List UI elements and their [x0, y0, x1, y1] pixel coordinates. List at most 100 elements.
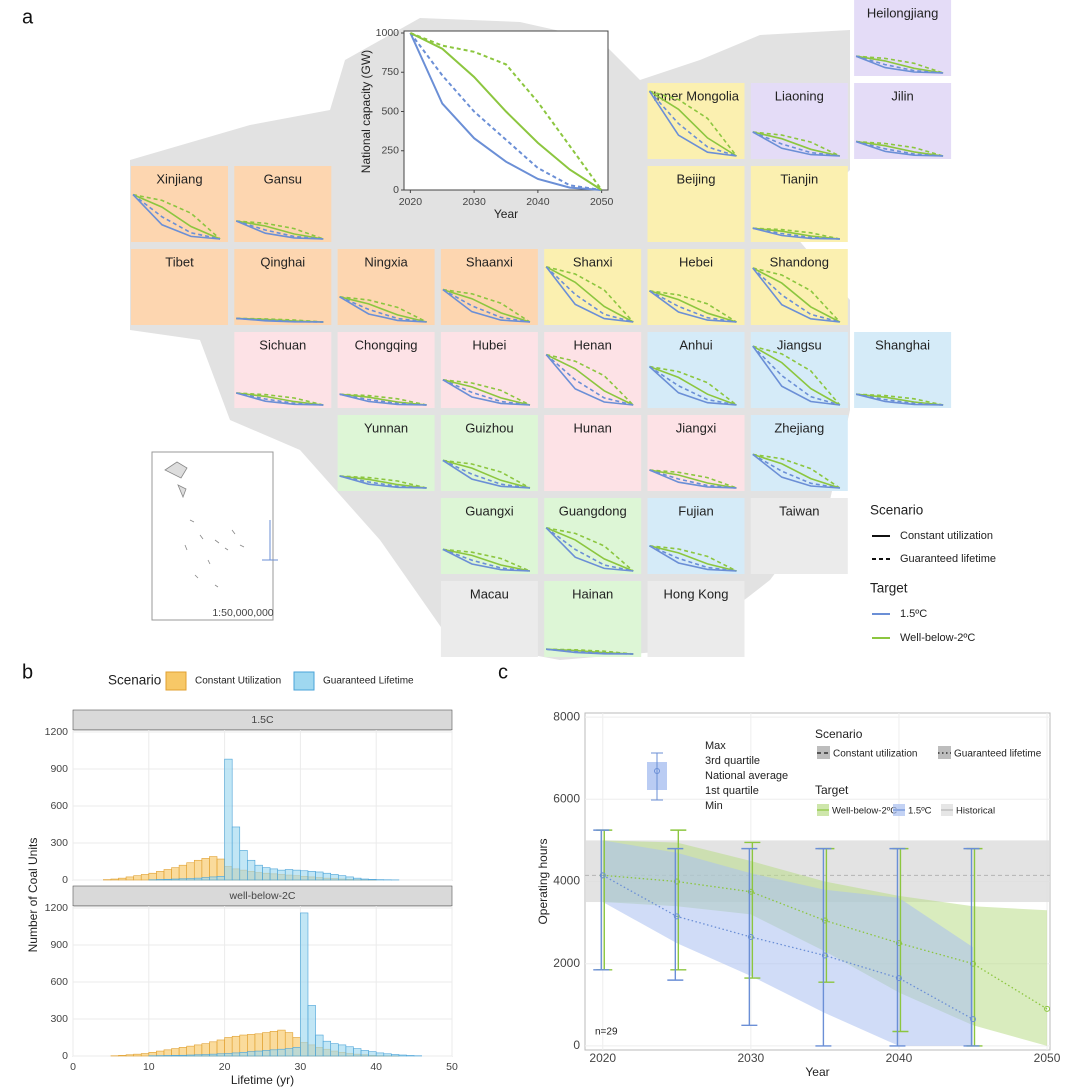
province-tile: Taiwan [750, 498, 848, 574]
histogram-bar [163, 869, 172, 881]
histogram-bar [178, 1047, 187, 1057]
y-axis-label: National capacity (GW) [359, 50, 373, 173]
province-tile: Henan [544, 332, 642, 408]
y-axis-label: Operating hours [536, 838, 550, 924]
province-tile: Tianjin [750, 166, 848, 242]
histogram-bar [360, 878, 369, 881]
province-line [546, 353, 634, 406]
tile-background [647, 581, 745, 657]
province-label: Guangdong [559, 503, 627, 518]
histogram-bar [125, 876, 134, 881]
province-label: Hunan [574, 420, 612, 435]
province-line [442, 379, 531, 406]
scale-label: 1:50,000,000 [212, 607, 273, 619]
legend-label: Well-below-2ºC [900, 632, 975, 644]
histogram-bar [133, 1053, 142, 1057]
tile-background [750, 83, 848, 159]
histogram-bar [330, 1043, 339, 1057]
histogram-bar [193, 859, 203, 881]
province-label: Guangxi [465, 503, 514, 518]
province-line [752, 227, 840, 240]
province-line [752, 345, 841, 406]
facet-title: well-below-2C [229, 890, 296, 902]
capacity-line [409, 32, 602, 191]
province-tile: Inner Mongolia [647, 83, 745, 159]
y-tick-label: 600 [50, 976, 68, 988]
province-line [442, 548, 530, 572]
tile-background [647, 332, 745, 408]
province-line [752, 131, 840, 157]
histogram-bar [315, 1034, 324, 1057]
histogram-bar [133, 875, 142, 881]
province-line [545, 353, 634, 406]
province-label: Chongqing [355, 337, 418, 352]
province-line [752, 267, 841, 323]
histogram-bar [315, 871, 324, 881]
province-line [236, 220, 324, 240]
histogram-bar [375, 1052, 385, 1057]
x-tick-label: 2050 [1034, 1051, 1061, 1065]
y-tick-label: 300 [50, 1013, 68, 1025]
province-line [752, 453, 840, 489]
province-line [339, 475, 427, 489]
x-tick-label: 2020 [589, 1051, 616, 1065]
province-line [236, 392, 324, 406]
province-line [442, 548, 531, 572]
histogram-bar [193, 1044, 203, 1057]
province-line [649, 90, 737, 157]
tile-background [544, 581, 642, 657]
province-tile: Jiangsu [750, 332, 848, 408]
tile-background [131, 249, 228, 325]
legend-label: Constant utilization [900, 530, 993, 542]
histogram-bar [163, 878, 172, 881]
average-point [747, 888, 754, 895]
province-line [856, 140, 944, 157]
legend-label: 1.5ºC [908, 806, 932, 817]
y-tick-label: 500 [381, 105, 399, 117]
capacity-line [410, 32, 603, 191]
tile-background [337, 249, 435, 325]
legend-swatch [165, 671, 187, 691]
south-china-sea-inset: 1:50,000,000 [151, 451, 278, 621]
province-tile: Yunnan [337, 415, 435, 491]
province-label: Ningxia [364, 254, 408, 269]
capacity-line [409, 32, 602, 191]
province-line [339, 475, 427, 489]
province-label: Tianjin [780, 171, 818, 186]
legend-label: Well-below-2ºC [832, 806, 897, 817]
key-label: 3rd quartile [705, 755, 760, 767]
province-line [649, 365, 737, 406]
province-line [442, 288, 530, 323]
province-tile: Jilin [854, 83, 952, 159]
province-tile: Jiangxi [647, 415, 745, 491]
province-label: Fujian [678, 503, 713, 518]
histogram-bar [322, 872, 332, 881]
legend-title: Target [815, 783, 849, 797]
histogram-bar [224, 1037, 233, 1057]
histogram-bar [239, 850, 248, 881]
province-tile: Chongqing [337, 332, 435, 408]
histogram-bar [284, 1048, 294, 1057]
legend-label: Constant utilization [833, 749, 918, 760]
histogram-bar [171, 1055, 180, 1057]
histogram-bar [231, 826, 241, 881]
province-line [752, 227, 840, 240]
province-line [442, 459, 531, 489]
province-line [856, 55, 944, 74]
province-line [752, 453, 841, 489]
average-line [602, 874, 1048, 1010]
histogram-bar [337, 1044, 347, 1057]
tile-background [647, 415, 745, 491]
average-point [969, 960, 976, 967]
province-label: Jiangxi [676, 420, 717, 435]
province-tile: Hunan [544, 415, 642, 491]
histogram-bar [201, 877, 210, 881]
y-tick-label: 0 [62, 874, 68, 886]
histogram-bar [216, 1053, 225, 1057]
histogram-bar [110, 878, 119, 881]
legend-swatch [817, 746, 830, 759]
province-label: Macau [470, 586, 509, 601]
sample-note: n=29 [595, 1027, 618, 1038]
plot-area [72, 905, 453, 1057]
y-tick-label: 600 [50, 800, 68, 812]
